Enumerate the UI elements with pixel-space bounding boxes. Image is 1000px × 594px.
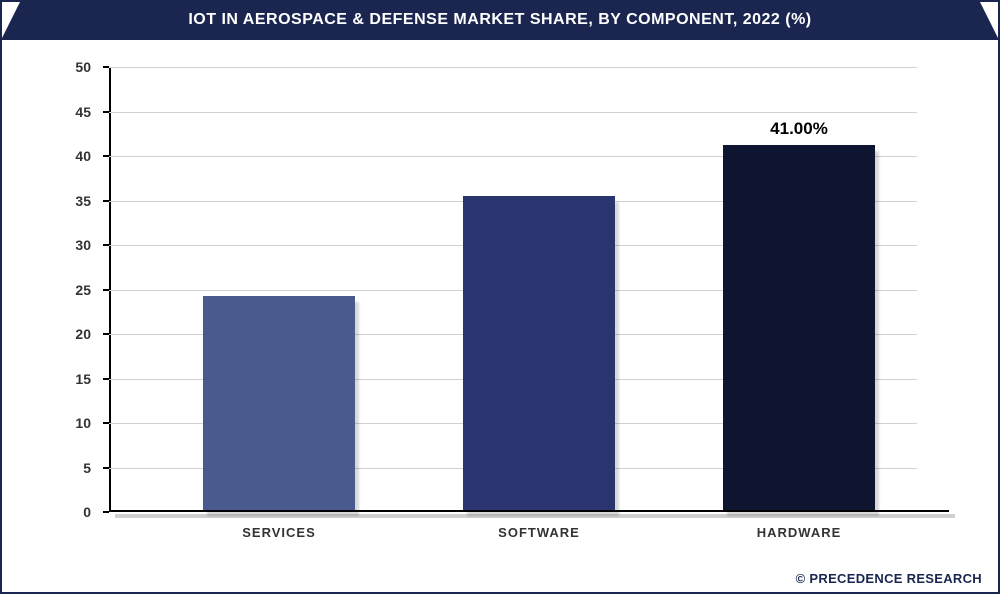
y-tick-mark bbox=[103, 511, 109, 513]
y-tick-mark bbox=[103, 111, 109, 113]
y-tick-mark bbox=[103, 289, 109, 291]
chart-title: IOT IN AEROSPACE & DEFENSE MARKET SHARE,… bbox=[188, 11, 811, 29]
y-tick-mark bbox=[103, 66, 109, 68]
grid-line bbox=[109, 67, 917, 68]
y-tick-label: 10 bbox=[59, 415, 91, 431]
chart-title-bar: IOT IN AEROSPACE & DEFENSE MARKET SHARE,… bbox=[2, 2, 998, 40]
y-tick-mark bbox=[103, 200, 109, 202]
chart-container: IOT IN AEROSPACE & DEFENSE MARKET SHARE,… bbox=[0, 0, 1000, 594]
data-label: 41.00% bbox=[770, 119, 828, 139]
y-tick-label: 45 bbox=[59, 104, 91, 120]
y-tick-label: 40 bbox=[59, 148, 91, 164]
y-tick-label: 0 bbox=[59, 504, 91, 520]
y-tick-mark bbox=[103, 244, 109, 246]
y-tick-mark bbox=[103, 333, 109, 335]
bar-hardware bbox=[723, 145, 875, 510]
bar-services bbox=[203, 296, 355, 510]
y-tick-mark bbox=[103, 467, 109, 469]
y-tick-label: 25 bbox=[59, 282, 91, 298]
bar-software bbox=[463, 196, 615, 510]
plot-area: 05101520253035404550SERVICESSOFTWAREHARD… bbox=[97, 67, 917, 512]
x-category-label: SERVICES bbox=[179, 525, 379, 540]
grid-line bbox=[109, 112, 917, 113]
x-category-label: SOFTWARE bbox=[439, 525, 639, 540]
y-tick-label: 20 bbox=[59, 326, 91, 342]
y-tick-label: 15 bbox=[59, 371, 91, 387]
y-tick-label: 35 bbox=[59, 193, 91, 209]
y-tick-mark bbox=[103, 422, 109, 424]
attribution-text: © PRECEDENCE RESEARCH bbox=[796, 571, 982, 586]
x-category-label: HARDWARE bbox=[699, 525, 899, 540]
y-tick-label: 30 bbox=[59, 237, 91, 253]
y-tick-label: 5 bbox=[59, 460, 91, 476]
y-tick-mark bbox=[103, 155, 109, 157]
y-tick-mark bbox=[103, 378, 109, 380]
y-tick-label: 50 bbox=[59, 59, 91, 75]
